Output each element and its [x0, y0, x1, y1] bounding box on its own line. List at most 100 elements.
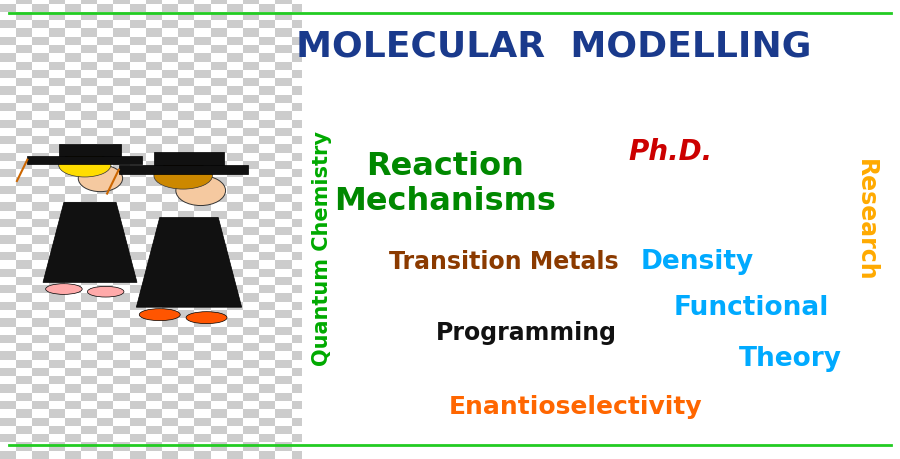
Bar	[243, 442, 259, 451]
Bar	[81, 360, 97, 368]
Bar	[680, 236, 697, 244]
Bar	[729, 219, 745, 228]
Bar	[81, 211, 97, 219]
Bar	[891, 401, 900, 409]
Bar	[194, 29, 211, 38]
Bar	[486, 0, 502, 5]
Bar	[178, 393, 194, 401]
Bar	[32, 327, 49, 335]
Bar	[97, 418, 113, 426]
Bar	[486, 451, 502, 459]
Bar	[648, 393, 664, 401]
Bar	[567, 228, 583, 236]
Bar	[49, 186, 65, 195]
Bar	[227, 29, 243, 38]
Bar	[697, 236, 713, 244]
Bar	[340, 71, 356, 79]
Bar	[794, 13, 810, 21]
Bar	[648, 327, 664, 335]
Bar	[535, 186, 551, 195]
Bar	[162, 153, 178, 162]
Bar	[437, 418, 454, 426]
Bar	[389, 236, 405, 244]
Bar	[146, 145, 162, 153]
Bar	[599, 319, 616, 327]
Bar	[518, 434, 535, 442]
Bar	[745, 442, 761, 451]
Bar	[437, 360, 454, 368]
Bar	[454, 29, 470, 38]
Bar	[794, 360, 810, 368]
Bar	[616, 393, 632, 401]
Bar	[421, 0, 437, 5]
Bar	[470, 302, 486, 310]
Bar	[437, 21, 454, 29]
Bar	[308, 79, 324, 87]
Bar	[664, 442, 680, 451]
Bar	[810, 426, 826, 434]
Bar	[616, 145, 632, 153]
Bar	[227, 38, 243, 46]
Bar	[16, 310, 32, 319]
Bar	[535, 219, 551, 228]
Bar	[567, 21, 583, 29]
Bar	[356, 203, 373, 211]
Bar	[454, 95, 470, 104]
Bar	[778, 393, 794, 401]
Bar	[697, 319, 713, 327]
Bar	[859, 401, 875, 409]
Bar	[130, 153, 146, 162]
Bar	[292, 153, 308, 162]
Bar	[713, 310, 729, 319]
Bar	[113, 310, 130, 319]
Bar	[324, 261, 340, 269]
Bar	[470, 319, 486, 327]
Bar	[340, 442, 356, 451]
Bar	[713, 376, 729, 385]
Bar	[745, 327, 761, 335]
Bar	[794, 79, 810, 87]
Bar	[243, 360, 259, 368]
Bar	[794, 0, 810, 5]
Bar	[502, 269, 518, 277]
Bar	[826, 211, 842, 219]
Bar	[664, 112, 680, 120]
Bar	[891, 409, 900, 418]
Bar	[437, 269, 454, 277]
Bar	[583, 319, 599, 327]
Bar	[713, 21, 729, 29]
Bar	[308, 46, 324, 54]
Bar	[648, 211, 664, 219]
Bar	[292, 285, 308, 294]
Bar	[0, 46, 16, 54]
Bar	[16, 71, 32, 79]
Bar	[454, 129, 470, 137]
Bar	[891, 343, 900, 352]
Bar	[243, 418, 259, 426]
Bar	[454, 228, 470, 236]
Bar	[583, 129, 599, 137]
Bar	[875, 129, 891, 137]
Bar	[405, 236, 421, 244]
Bar	[178, 327, 194, 335]
Bar	[113, 376, 130, 385]
Bar	[470, 418, 486, 426]
Bar	[275, 319, 292, 327]
Bar	[535, 376, 551, 385]
Bar	[502, 13, 518, 21]
Bar	[761, 368, 778, 376]
Bar	[470, 261, 486, 269]
Bar	[162, 434, 178, 442]
Ellipse shape	[186, 312, 227, 324]
Bar	[275, 0, 292, 5]
Bar	[178, 277, 194, 285]
Bar	[146, 451, 162, 459]
Bar	[178, 203, 194, 211]
Bar	[551, 352, 567, 360]
Bar	[794, 310, 810, 319]
Bar	[437, 426, 454, 434]
Bar	[81, 71, 97, 79]
Bar	[97, 162, 113, 170]
Bar	[324, 153, 340, 162]
Bar	[178, 360, 194, 368]
